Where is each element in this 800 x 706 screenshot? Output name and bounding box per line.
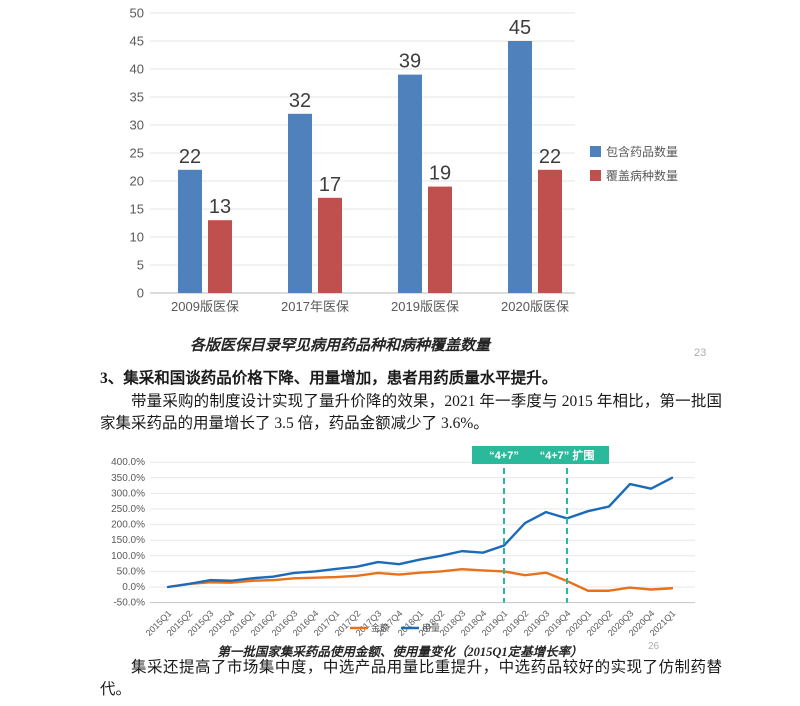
y-tick-label: 250.0% bbox=[111, 504, 145, 515]
closing-paragraph: 集采还提高了市场集中度，中选产品用量比重提升，中选药品较好的实现了仿制药替代。 bbox=[100, 659, 722, 698]
bar bbox=[428, 186, 452, 293]
y-tick-label: 30 bbox=[130, 118, 144, 133]
bar-value-label: 19 bbox=[429, 163, 451, 185]
bar-chart-caption: 各版医保目录罕见病用药品种和病种覆盖数量 bbox=[189, 338, 490, 354]
bar-value-label: 13 bbox=[209, 196, 231, 218]
bar bbox=[208, 220, 232, 293]
bar-value-label: 22 bbox=[179, 146, 201, 168]
bar-value-label: 45 bbox=[509, 17, 531, 39]
bar-value-label: 22 bbox=[539, 146, 561, 168]
bar-chart-page-number: 23 bbox=[694, 347, 707, 359]
bar bbox=[288, 113, 312, 293]
y-tick-label: 200.0% bbox=[111, 520, 145, 531]
series-line bbox=[166, 476, 674, 589]
y-tick-label: 15 bbox=[130, 202, 144, 217]
y-tick-label: 50 bbox=[130, 6, 144, 21]
bar bbox=[178, 169, 202, 293]
legend-label: 包含药品数量 bbox=[606, 144, 678, 159]
y-tick-label: 100.0% bbox=[111, 551, 145, 562]
y-tick-label: 50.0% bbox=[117, 566, 145, 577]
bar-value-label: 32 bbox=[289, 90, 311, 112]
bar bbox=[508, 41, 532, 293]
annotation-badge bbox=[472, 446, 536, 464]
procurement-line-chart: -50.0% 0.0% 50.0% 100.0% 150.0% 200.0% 250.0% 3… bbox=[111, 446, 695, 638]
bar bbox=[398, 74, 422, 293]
y-tick-label: 150.0% bbox=[111, 535, 145, 546]
bar bbox=[318, 197, 342, 293]
y-tick-label: 35 bbox=[130, 90, 144, 105]
y-tick-label: 400.0% bbox=[111, 457, 145, 468]
x-category-label: 2009版医保 bbox=[171, 299, 239, 314]
y-tick-label: 25 bbox=[130, 146, 144, 161]
paragraph-volume-price: 带量采购的制度设计实现了量升价降的效果，2021 年一季度与 2015 年相比，… bbox=[100, 393, 722, 432]
bar-value-label: 17 bbox=[319, 174, 341, 196]
legend-swatch bbox=[590, 146, 601, 157]
x-category-label: 2017年医保 bbox=[281, 299, 349, 314]
y-tick-label: 10 bbox=[130, 230, 144, 245]
rare-disease-bar-chart: 0 5 10 15 20 25 30 35 40 45 50 22 13 2009版医保 32 17 2017年… bbox=[130, 6, 678, 315]
line-chart-caption: 第一批国家集采药品使用金额、使用量变化（2015Q1定基增长率） bbox=[217, 645, 583, 659]
annotation-badge bbox=[525, 446, 609, 464]
legend-label: 覆盖病种数量 bbox=[606, 168, 678, 183]
legend-label: 用量 bbox=[422, 623, 440, 633]
y-tick-label: 0.0% bbox=[122, 582, 145, 593]
x-category-label: 2020版医保 bbox=[501, 299, 569, 314]
line-chart-page-number: 26 bbox=[648, 641, 660, 652]
legend-swatch bbox=[590, 170, 601, 181]
y-tick-label: 300.0% bbox=[111, 488, 145, 499]
y-tick-label: -50.0% bbox=[113, 598, 145, 609]
bar-value-label: 39 bbox=[399, 51, 421, 73]
annotation-badge-label: “4+7” bbox=[489, 450, 519, 462]
y-tick-label: 5 bbox=[137, 258, 144, 273]
annotation-badge-label: “4+7” 扩围 bbox=[540, 448, 595, 462]
legend-label: 金额 bbox=[371, 622, 389, 633]
y-tick-label: 40 bbox=[130, 62, 144, 77]
y-tick-label: 45 bbox=[130, 34, 144, 49]
section-heading: 3、集采和国谈药品价格下降、用量增加，患者用药质量水平提升。 bbox=[100, 370, 558, 387]
series-line bbox=[166, 568, 674, 592]
y-tick-label: 0 bbox=[137, 286, 144, 301]
y-tick-label: 20 bbox=[130, 174, 144, 189]
x-category-label: 2019版医保 bbox=[391, 299, 459, 314]
bar bbox=[538, 169, 562, 293]
y-tick-label: 350.0% bbox=[111, 473, 145, 484]
